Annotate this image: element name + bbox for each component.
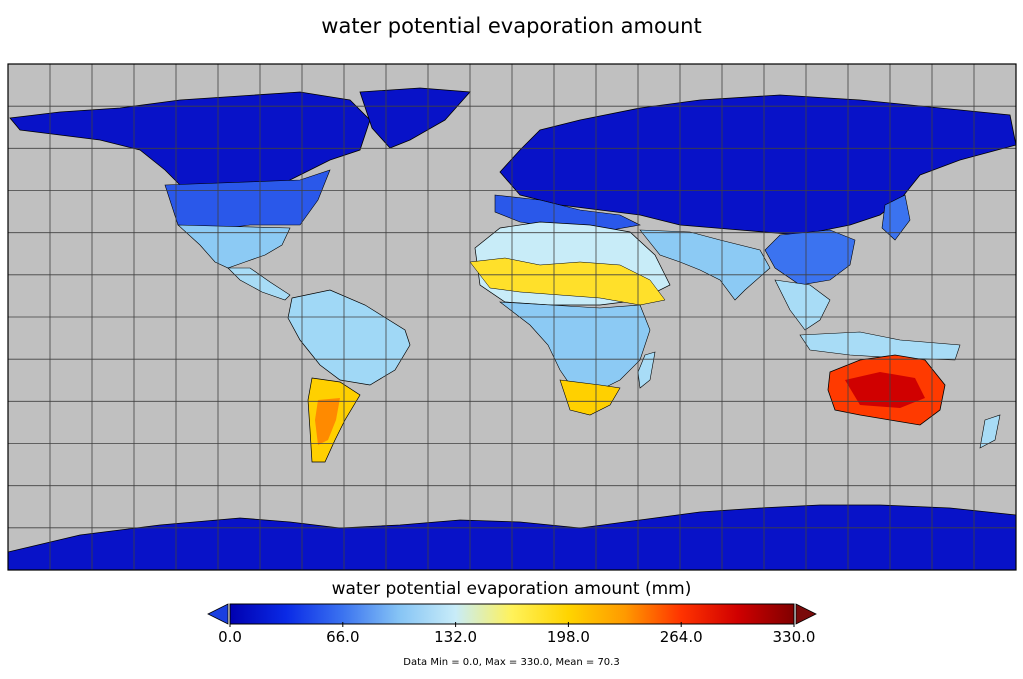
madagascar (637, 351, 656, 389)
colorbar-high-arrow (795, 603, 817, 625)
africa-central (499, 301, 651, 393)
colorbar-tick-label: 198.0 (547, 628, 590, 646)
colorbar-gradient (229, 603, 795, 625)
data-statistics: Data Min = 0.0, Max = 330.0, Mean = 70.3 (403, 657, 620, 668)
colorbar-ticks: 0.0 66.0 132.0 198.0 264.0 330.0 (218, 622, 815, 646)
colorbar-low-arrow (207, 603, 229, 625)
southeast-asia (774, 279, 831, 331)
colorbar-tick-label: 66.0 (326, 628, 359, 646)
southern-europe (494, 194, 641, 233)
south-america-north (287, 289, 411, 386)
map-title: water potential evaporation amount (321, 14, 702, 38)
graticule (8, 64, 1016, 570)
central-america (227, 267, 291, 301)
north-america-cold (9, 91, 371, 186)
colorbar-label: water potential evaporation amount (mm) (331, 579, 692, 599)
north-america-south (177, 224, 291, 269)
colorbar-tick-label: 330.0 (773, 628, 816, 646)
india-middle-east (639, 229, 771, 301)
china (764, 229, 856, 286)
colorbar-tick-label: 264.0 (660, 628, 703, 646)
japan (881, 194, 911, 241)
australia-core (845, 372, 925, 408)
south-america-hot (315, 398, 340, 445)
southern-africa (559, 379, 621, 416)
map-frame (7, 63, 1017, 571)
colorbar-tick-label: 0.0 (218, 628, 242, 646)
new-zealand (979, 414, 1001, 449)
sahel-hot (469, 257, 666, 306)
colorbar-tick-label: 132.0 (434, 628, 477, 646)
indonesia (799, 331, 961, 361)
eurasia-north (499, 94, 1016, 236)
